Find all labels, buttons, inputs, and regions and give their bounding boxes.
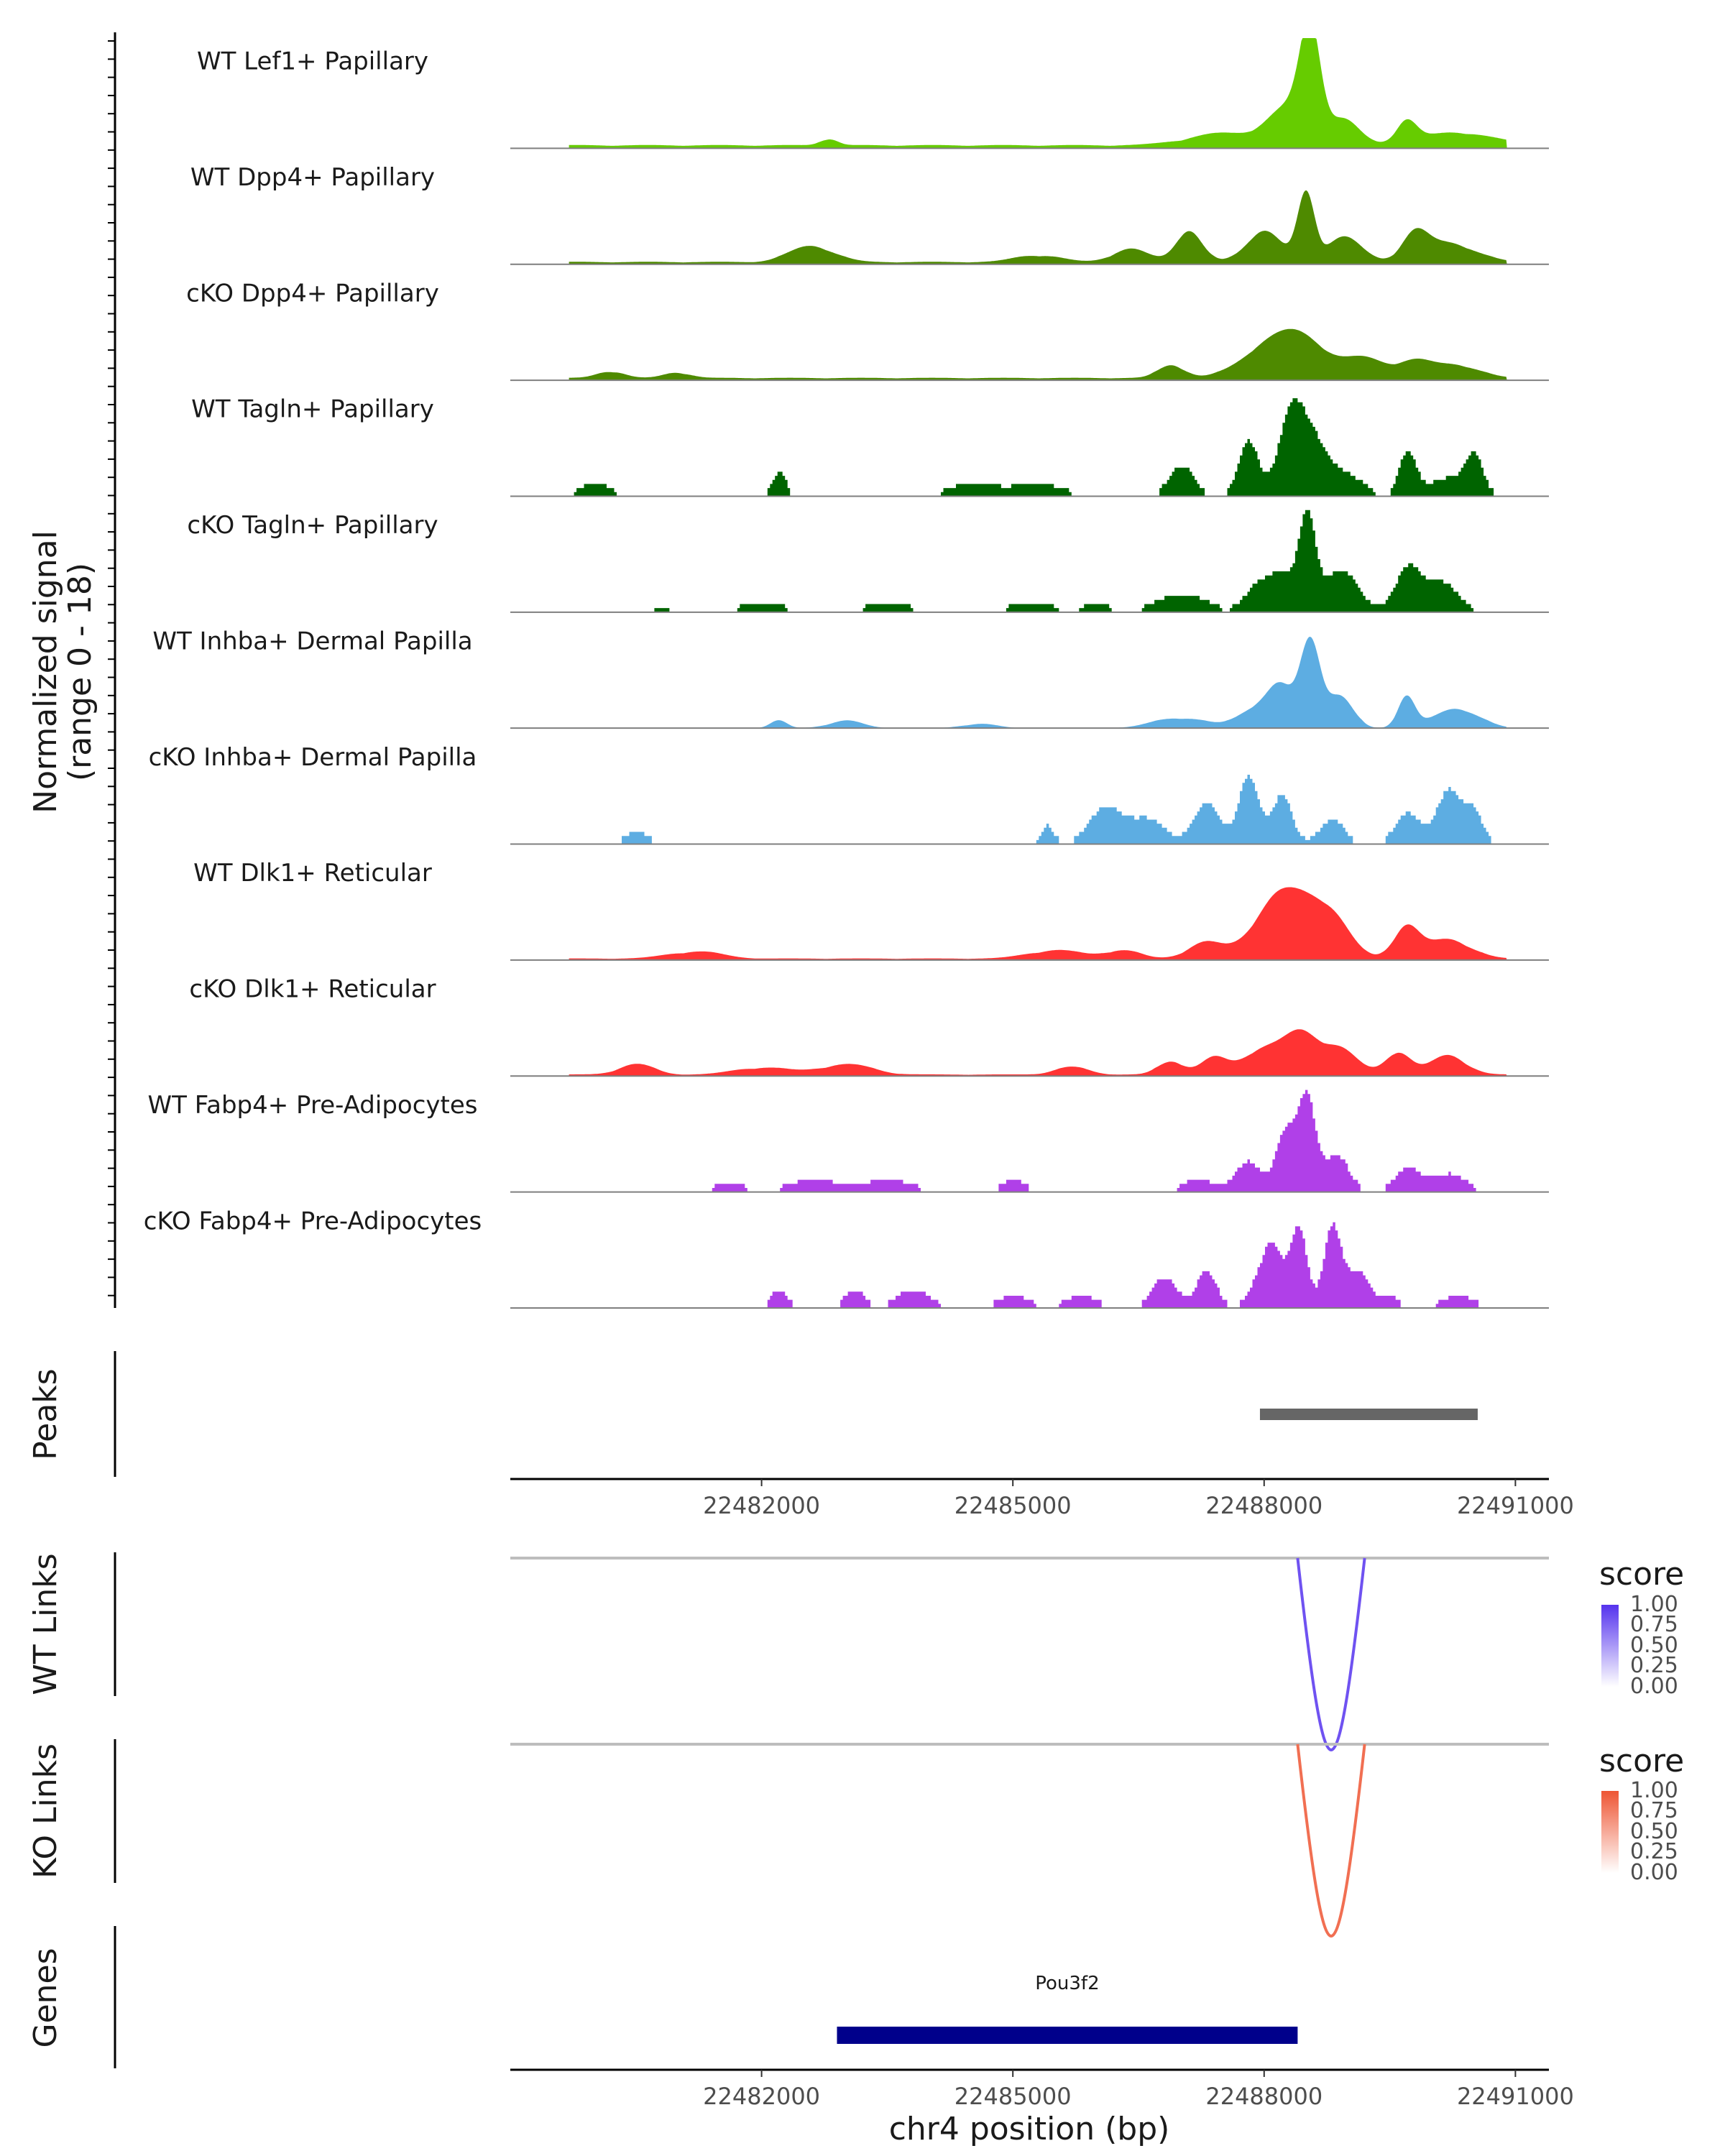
- peaks-x-axis-ticks: 22482000 22485000 22488000 22491000: [703, 1479, 1574, 1519]
- coverage-area: [569, 1089, 1507, 1192]
- peak-range: [1259, 1409, 1478, 1420]
- gene-name: Pou3f2: [1035, 1973, 1099, 1994]
- coverage-area: [569, 887, 1507, 960]
- x-axis-title: chr4 position (bp): [889, 2111, 1170, 2147]
- track-label: WT Inhba+ Dermal Papilla: [152, 627, 472, 655]
- wt-legend-value: 0.00: [1630, 1674, 1678, 1699]
- wt-legend-value: 0.25: [1630, 1653, 1678, 1678]
- peaks-panel: Peaks 22482000 22485000 22488000 22491000: [27, 1351, 1574, 1519]
- coverage-track: cKO Dpp4+ Papillary: [186, 279, 1549, 382]
- peak-ranges: [1259, 1409, 1478, 1420]
- coverage-area: [569, 38, 1507, 149]
- track-label: cKO Tagln+ Papillary: [187, 511, 438, 540]
- coverage-y-label-line2: (range 0 - 18): [62, 563, 98, 781]
- x-tick-label: 22485000: [954, 2083, 1072, 2110]
- coverage-area: [569, 775, 1507, 844]
- coverage-area: [569, 637, 1507, 729]
- coverage-y-axis: [108, 32, 116, 1308]
- coverage-track: WT Lef1+ Papillary: [197, 38, 1549, 149]
- ko-legend-title: score: [1599, 1743, 1684, 1779]
- ko-legend-value: 0.25: [1630, 1839, 1678, 1864]
- track-label: WT Lef1+ Papillary: [197, 47, 428, 76]
- track-label: WT Fabp4+ Pre-Adipocytes: [148, 1091, 478, 1120]
- wt-links-legend: score 1.00 0.75 0.50 0.25 0.00: [1599, 1556, 1684, 1699]
- x-tick-label: 22491000: [1457, 2083, 1574, 2110]
- gene-model: Pou3f2: [837, 1973, 1298, 2044]
- x-tick-label: 22488000: [1205, 2083, 1322, 2110]
- ko-legend-value: 1.00: [1630, 1778, 1678, 1803]
- coverage-track: cKO Inhba+ Dermal Papilla: [149, 743, 1549, 845]
- coverage-track: cKO Fabp4+ Pre-Adipocytes: [144, 1207, 1549, 1309]
- ko-links-label: KO Links: [27, 1743, 64, 1879]
- peaks-panel-label: Peaks: [27, 1368, 64, 1460]
- wt-links-label: WT Links: [27, 1553, 64, 1695]
- coverage-track: cKO Dlk1+ Reticular: [189, 975, 1549, 1077]
- x-tick-label: 22485000: [954, 1492, 1072, 1519]
- coverage-track: WT Dpp4+ Papillary: [190, 163, 1549, 265]
- track-label: WT Tagln+ Papillary: [191, 395, 434, 424]
- ko-links-panel: KO Links score 1.00 0.75 0.50 0.25 0.00: [27, 1739, 1684, 1938]
- coverage-area: [569, 510, 1507, 612]
- coverage-y-label-line1: Normalized signal: [27, 530, 64, 814]
- track-label: cKO Inhba+ Dermal Papilla: [149, 743, 477, 772]
- x-tick-label: 22482000: [703, 2083, 820, 2110]
- track-label: cKO Fabp4+ Pre-Adipocytes: [144, 1207, 482, 1235]
- coverage-track: WT Inhba+ Dermal Papilla: [152, 627, 1549, 729]
- genes-panel: Genes Pou3f2 22482000 22485000 22488000 224…: [27, 1926, 1574, 2147]
- wt-link-arc: [1296, 1557, 1366, 1751]
- ko-legend-value: 0.75: [1630, 1798, 1678, 1823]
- gene-body: [837, 2027, 1298, 2044]
- coverage-area: [569, 1222, 1507, 1308]
- wt-legend-value: 0.50: [1630, 1633, 1678, 1658]
- ko-legend-value: 0.00: [1630, 1860, 1678, 1885]
- coverage-area: [569, 328, 1507, 381]
- ko-legend-colorbar: [1601, 1791, 1619, 1873]
- track-label: cKO Dpp4+ Papillary: [186, 279, 439, 308]
- gene-models: Pou3f2: [837, 1973, 1298, 2044]
- wt-legend-value: 1.00: [1630, 1592, 1678, 1617]
- ko-legend-value: 0.50: [1630, 1819, 1678, 1844]
- coverage-y-ticks: [108, 40, 115, 1296]
- wt-legend-value: 0.75: [1630, 1612, 1678, 1637]
- ko-links-legend: score 1.00 0.75 0.50 0.25 0.00: [1599, 1743, 1684, 1885]
- track-label: WT Dpp4+ Papillary: [190, 163, 435, 192]
- genes-x-axis-ticks: 22482000 22485000 22488000 22491000: [703, 2070, 1574, 2110]
- ko-link-arc: [1296, 1743, 1366, 1938]
- wt-links-panel: WT Links score 1.00 0.75 0.50 0.25 0.00: [27, 1552, 1684, 1751]
- coverage-area: [569, 190, 1507, 264]
- track-label: cKO Dlk1+ Reticular: [189, 975, 436, 1004]
- coverage-track: WT Dlk1+ Reticular: [193, 859, 1549, 961]
- coverage-area: [569, 1029, 1507, 1077]
- x-tick-label: 22482000: [703, 1492, 820, 1519]
- coverage-track: WT Tagln+ Papillary: [191, 395, 1549, 497]
- coverage-area: [569, 398, 1507, 497]
- x-tick-label: 22491000: [1457, 1492, 1574, 1519]
- coverage-tracks: WT Lef1+ Papillary WT Dpp4+ Papillary cKO …: [144, 38, 1549, 1309]
- coverage-track: WT Fabp4+ Pre-Adipocytes: [148, 1089, 1549, 1193]
- x-tick-label: 22488000: [1205, 1492, 1322, 1519]
- genes-label: Genes: [27, 1948, 64, 2047]
- track-label: WT Dlk1+ Reticular: [193, 859, 432, 888]
- coverage-track: cKO Tagln+ Papillary: [187, 510, 1549, 613]
- wt-legend-title: score: [1599, 1556, 1684, 1593]
- wt-legend-colorbar: [1601, 1605, 1619, 1687]
